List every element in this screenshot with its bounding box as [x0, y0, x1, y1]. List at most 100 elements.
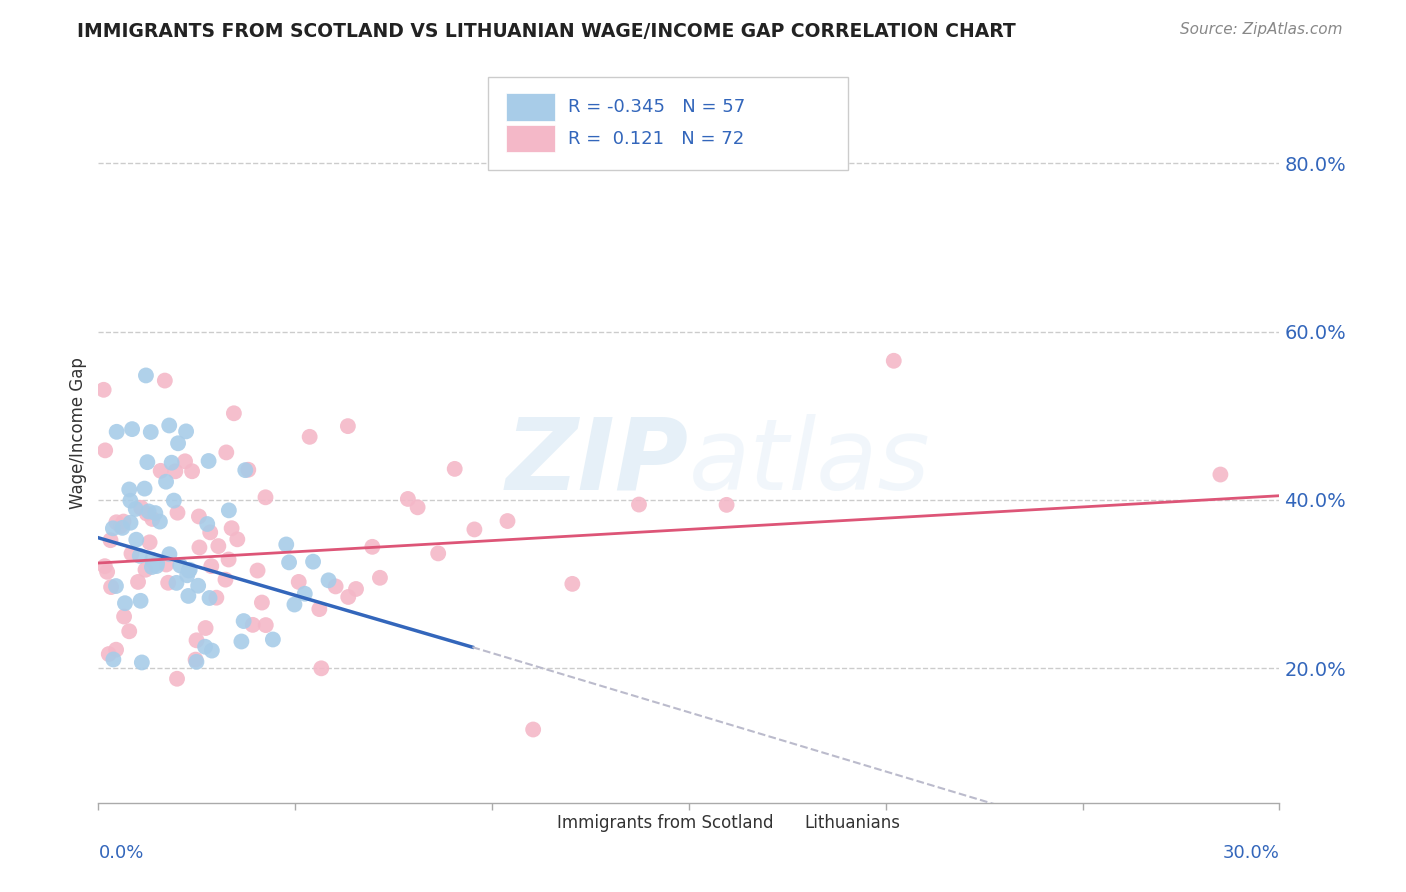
- Point: [141, 512, 163, 526]
- Point: [298, 430, 321, 444]
- Point: [112, 609, 135, 624]
- Point: [205, 591, 228, 605]
- Point: [254, 618, 277, 632]
- Point: [100, 580, 122, 594]
- Point: [165, 464, 187, 478]
- Text: Lithuanians: Lithuanians: [804, 814, 901, 831]
- Point: [101, 521, 124, 535]
- Point: [97, 647, 120, 661]
- Point: [238, 463, 260, 477]
- Point: [141, 560, 163, 574]
- Point: [302, 555, 325, 569]
- Point: [187, 579, 209, 593]
- Point: [120, 493, 142, 508]
- Text: 30.0%: 30.0%: [1223, 844, 1279, 862]
- Point: [121, 547, 143, 561]
- Y-axis label: Wage/Income Gap: Wage/Income Gap: [69, 357, 87, 508]
- Point: [159, 547, 181, 561]
- Point: [250, 596, 273, 610]
- Point: [143, 506, 166, 520]
- Point: [188, 541, 211, 555]
- Point: [149, 464, 172, 478]
- Text: R = -0.345   N = 57: R = -0.345 N = 57: [568, 98, 745, 116]
- Point: [136, 455, 159, 469]
- Point: [561, 577, 583, 591]
- Point: [221, 521, 243, 535]
- Point: [169, 558, 191, 573]
- Point: [131, 656, 153, 670]
- Point: [96, 565, 118, 579]
- Point: [135, 368, 157, 383]
- Point: [120, 516, 142, 530]
- FancyBboxPatch shape: [506, 125, 555, 153]
- Point: [110, 519, 132, 533]
- Point: [104, 579, 127, 593]
- Point: [716, 498, 738, 512]
- Point: [105, 642, 128, 657]
- Point: [146, 557, 169, 571]
- Point: [145, 559, 167, 574]
- Point: [276, 537, 298, 551]
- Point: [242, 618, 264, 632]
- Point: [226, 533, 249, 547]
- Point: [139, 425, 162, 439]
- Point: [160, 456, 183, 470]
- Point: [135, 507, 157, 521]
- Point: [254, 491, 277, 505]
- Point: [174, 454, 197, 468]
- Point: [337, 590, 360, 604]
- Point: [368, 571, 391, 585]
- Point: [121, 422, 143, 436]
- Point: [443, 462, 465, 476]
- Point: [167, 436, 190, 450]
- Point: [184, 652, 207, 666]
- Point: [141, 553, 163, 567]
- Point: [129, 500, 152, 515]
- Point: [218, 552, 240, 566]
- Point: [157, 418, 180, 433]
- Point: [176, 568, 198, 582]
- Point: [186, 655, 208, 669]
- Point: [138, 535, 160, 549]
- Point: [186, 633, 208, 648]
- Point: [118, 624, 141, 639]
- Point: [174, 425, 197, 439]
- Point: [103, 652, 125, 666]
- Point: [134, 482, 156, 496]
- Point: [149, 515, 172, 529]
- Point: [294, 587, 316, 601]
- Point: [336, 419, 359, 434]
- Point: [222, 406, 245, 420]
- Point: [344, 582, 367, 596]
- Point: [155, 475, 177, 489]
- Point: [166, 672, 188, 686]
- Point: [155, 558, 177, 572]
- Point: [177, 589, 200, 603]
- Point: [522, 723, 544, 737]
- Point: [396, 491, 419, 506]
- FancyBboxPatch shape: [488, 78, 848, 169]
- Point: [129, 594, 152, 608]
- Point: [318, 574, 340, 588]
- Point: [201, 643, 224, 657]
- Point: [187, 509, 209, 524]
- Point: [198, 591, 221, 605]
- Point: [463, 523, 485, 537]
- Point: [105, 425, 128, 439]
- Point: [218, 503, 240, 517]
- Point: [231, 634, 253, 648]
- FancyBboxPatch shape: [506, 93, 555, 120]
- Point: [166, 575, 188, 590]
- Point: [177, 564, 200, 578]
- Point: [153, 374, 176, 388]
- FancyBboxPatch shape: [516, 814, 550, 832]
- Point: [233, 463, 256, 477]
- Point: [94, 559, 117, 574]
- Point: [128, 549, 150, 563]
- Point: [1209, 467, 1232, 482]
- Point: [325, 579, 347, 593]
- Point: [262, 632, 284, 647]
- Text: Immigrants from Scotland: Immigrants from Scotland: [557, 814, 773, 831]
- Text: atlas: atlas: [689, 414, 931, 511]
- Point: [138, 504, 160, 518]
